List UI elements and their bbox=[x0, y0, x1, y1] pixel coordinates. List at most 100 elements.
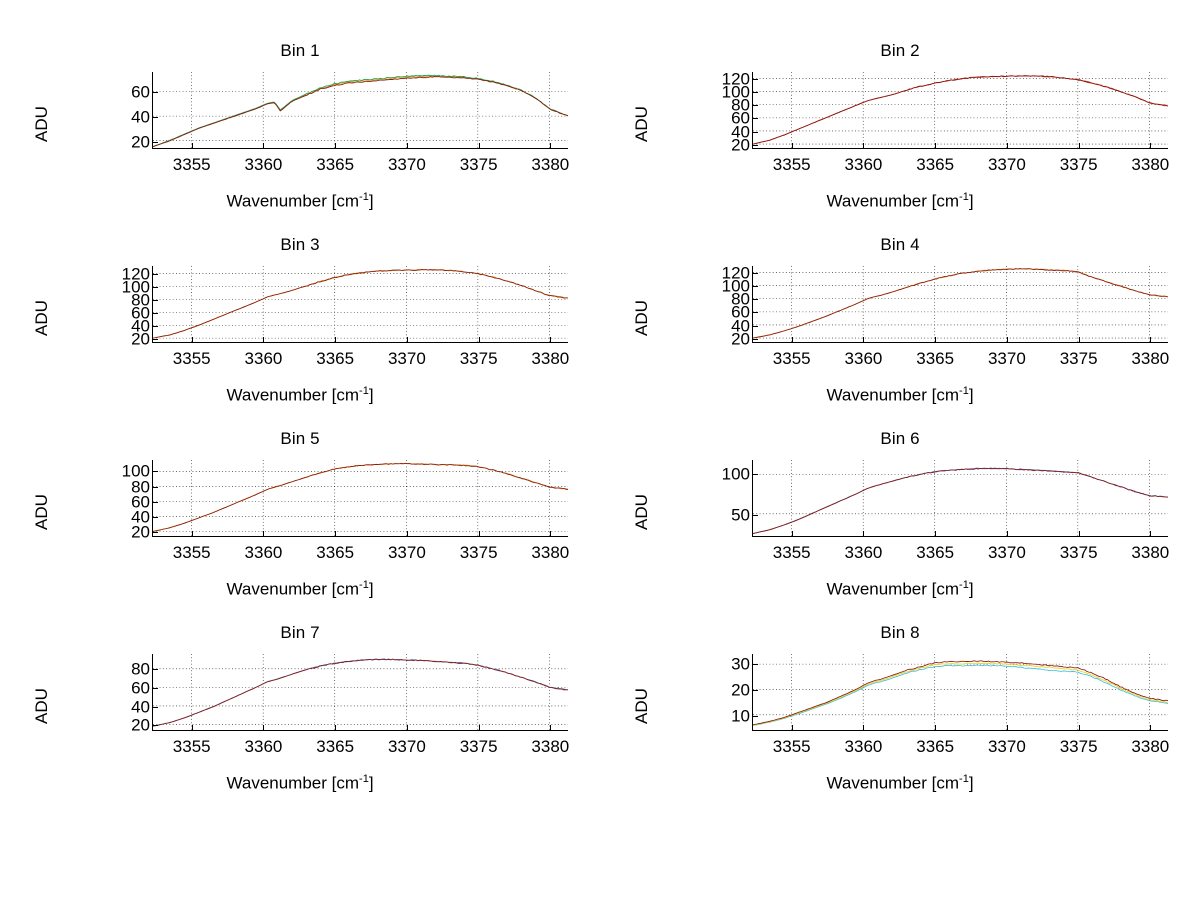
y-tick-label: 20 bbox=[731, 329, 750, 349]
y-tick-mark bbox=[153, 116, 158, 118]
y-tick-mark bbox=[153, 687, 158, 689]
x-tick-mark bbox=[263, 143, 265, 148]
x-tick-mark bbox=[1078, 143, 1080, 148]
x-tick-label: 3365 bbox=[316, 155, 355, 174]
x-tick-label: 3375 bbox=[459, 737, 498, 756]
plot-svg bbox=[753, 460, 1168, 536]
y-tick-mark bbox=[153, 471, 158, 473]
x-tick-label: 3380 bbox=[531, 737, 570, 756]
x-tick-label: 3360 bbox=[844, 155, 883, 174]
y-tick-mark bbox=[753, 474, 758, 476]
y-tick-label: 20 bbox=[131, 132, 150, 152]
y-tick-mark bbox=[753, 715, 758, 717]
y-tick-mark bbox=[153, 91, 158, 93]
curve-trace-yellow bbox=[753, 663, 1168, 725]
curve-trace-orange bbox=[153, 76, 568, 147]
y-axis-label-wrap: ADU bbox=[18, 654, 51, 731]
x-tick-mark bbox=[478, 337, 480, 342]
y-tick-label: 100 bbox=[121, 461, 150, 481]
x-tick-mark bbox=[1150, 531, 1152, 536]
y-tick-mark bbox=[753, 91, 758, 93]
x-axis-label-exponent: -1 bbox=[359, 191, 369, 203]
curve-trace-dark-red bbox=[153, 659, 568, 726]
x-axis-label-close: ] bbox=[368, 385, 374, 405]
x-axis-label: Wavenumber [cm-1] bbox=[600, 191, 1200, 212]
curve-trace-orange bbox=[153, 269, 568, 338]
x-tick-mark bbox=[1150, 143, 1152, 148]
x-tick-label: 3375 bbox=[1059, 543, 1098, 562]
y-tick-mark bbox=[153, 501, 158, 503]
x-tick-label: 3380 bbox=[531, 543, 570, 562]
x-axis-label-exponent: -1 bbox=[959, 385, 969, 397]
y-tick-label: 40 bbox=[131, 697, 150, 717]
x-axis-label-exponent: -1 bbox=[359, 579, 369, 591]
x-tick-mark bbox=[191, 531, 193, 536]
x-tick-mark bbox=[335, 531, 337, 536]
x-tick-label: 3355 bbox=[172, 737, 211, 756]
y-tick-label: 60 bbox=[131, 492, 150, 512]
x-tick-label: 3355 bbox=[772, 737, 811, 756]
x-tick-mark bbox=[335, 143, 337, 148]
x-tick-label: 3360 bbox=[244, 543, 283, 562]
y-tick-mark bbox=[153, 669, 158, 671]
y-tick-mark bbox=[753, 118, 758, 120]
y-axis-label: ADU bbox=[32, 494, 51, 530]
y-tick-label: 20 bbox=[131, 715, 150, 735]
x-tick-mark bbox=[263, 531, 265, 536]
y-tick-mark bbox=[753, 689, 758, 691]
x-tick-label: 3355 bbox=[772, 155, 811, 174]
x-tick-label: 3375 bbox=[1059, 155, 1098, 174]
subplot-title: Bin 4 bbox=[880, 235, 920, 254]
curve-trace-dark-red bbox=[753, 661, 1168, 725]
x-axis-label-close: ] bbox=[968, 579, 974, 599]
y-tick-mark bbox=[753, 145, 758, 147]
y-tick-mark bbox=[153, 517, 158, 519]
y-tick-label: 100 bbox=[721, 276, 750, 296]
x-tick-mark bbox=[863, 725, 865, 730]
y-tick-label: 40 bbox=[731, 122, 750, 142]
x-axis-label-text: Wavenumber [cm bbox=[226, 579, 360, 599]
x-tick-label: 3370 bbox=[987, 155, 1026, 174]
y-tick-mark bbox=[153, 706, 158, 708]
y-tick-label: 80 bbox=[731, 289, 750, 309]
y-tick-mark bbox=[753, 312, 758, 314]
y-tick-label: 40 bbox=[131, 316, 150, 336]
x-tick-label: 3370 bbox=[987, 543, 1026, 562]
x-tick-mark bbox=[791, 725, 793, 730]
y-tick-mark bbox=[753, 285, 758, 287]
x-tick-mark bbox=[550, 531, 552, 536]
plot-area: 10 20 30 3355 3360 3365 3370 3375 3380 bbox=[731, 654, 1169, 756]
subplot-title: Bin 8 bbox=[880, 623, 920, 642]
x-tick-mark bbox=[1006, 725, 1008, 730]
y-axis-label: ADU bbox=[632, 300, 651, 336]
x-tick-label: 3370 bbox=[387, 155, 426, 174]
x-tick-mark bbox=[863, 143, 865, 148]
x-tick-mark bbox=[791, 337, 793, 342]
x-tick-label: 3360 bbox=[244, 737, 283, 756]
y-tick-mark bbox=[753, 78, 758, 80]
x-tick-label: 3355 bbox=[772, 543, 811, 562]
x-tick-mark bbox=[1078, 531, 1080, 536]
y-axis-label: ADU bbox=[632, 688, 651, 724]
y-tick-mark bbox=[753, 299, 758, 301]
y-tick-mark bbox=[153, 326, 158, 328]
x-axis-label-text: Wavenumber [cm bbox=[826, 385, 960, 405]
plot-svg bbox=[153, 266, 568, 342]
x-tick-label: 3370 bbox=[987, 349, 1026, 368]
y-tick-label: 40 bbox=[131, 107, 150, 127]
plot-area: 20 40 60 80 3355 3360 3365 3370 3375 3380 bbox=[131, 654, 569, 756]
x-tick-label: 3370 bbox=[387, 349, 426, 368]
x-axis-label-text: Wavenumber [cm bbox=[826, 579, 960, 599]
plot-area: 50 100 3355 3360 3365 3370 3375 3380 bbox=[722, 460, 1169, 562]
x-tick-mark bbox=[550, 143, 552, 148]
x-tick-mark bbox=[406, 143, 408, 148]
x-tick-label: 3365 bbox=[316, 349, 355, 368]
x-tick-label: 3375 bbox=[459, 543, 498, 562]
x-tick-label: 3365 bbox=[916, 155, 955, 174]
y-tick-label: 100 bbox=[721, 82, 750, 102]
x-tick-mark bbox=[863, 531, 865, 536]
y-tick-mark bbox=[153, 725, 158, 727]
x-tick-label: 3365 bbox=[916, 737, 955, 756]
subplot-title: Bin 2 bbox=[880, 41, 920, 60]
x-tick-mark bbox=[478, 143, 480, 148]
